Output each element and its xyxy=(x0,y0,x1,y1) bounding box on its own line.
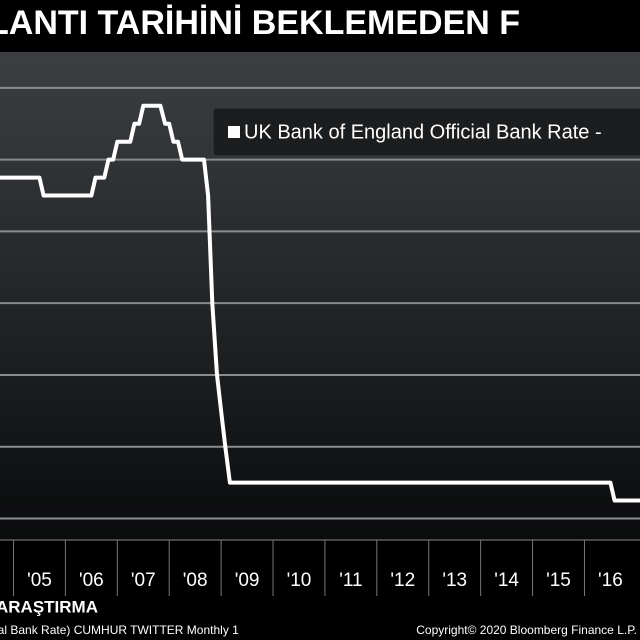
legend-box xyxy=(212,107,640,157)
footer-copyright: Copyright© 2020 Bloomberg Finance L.P. xyxy=(416,623,637,637)
x-tick-label: '05 xyxy=(27,570,52,591)
x-tick-label: '10 xyxy=(287,570,312,591)
x-tick-label: '14 xyxy=(494,570,519,591)
x-tick-label: '09 xyxy=(235,570,260,591)
x-tick-label: '11 xyxy=(339,570,362,591)
x-tick-label: '07 xyxy=(131,570,156,591)
legend-swatch xyxy=(228,126,240,138)
x-tick-label: '15 xyxy=(546,570,571,591)
x-axis-band xyxy=(0,540,640,596)
x-tick-label: '12 xyxy=(390,570,415,591)
footer-source: ARAŞTIRMA xyxy=(0,597,98,616)
chart-title: LANTI TARİHİNİ BEKLEMEDEN F xyxy=(0,4,520,42)
x-tick-label: '08 xyxy=(183,570,208,591)
x-tick-label: '16 xyxy=(598,570,623,591)
legend-label: UK Bank of England Official Bank Rate - xyxy=(244,121,602,143)
x-tick-label: '13 xyxy=(442,570,467,591)
x-tick-label: '06 xyxy=(79,570,104,591)
footer-note: ial Bank Rate) CUMHUR TWITTER Monthly 1 xyxy=(0,623,239,637)
series-line xyxy=(0,103,640,503)
